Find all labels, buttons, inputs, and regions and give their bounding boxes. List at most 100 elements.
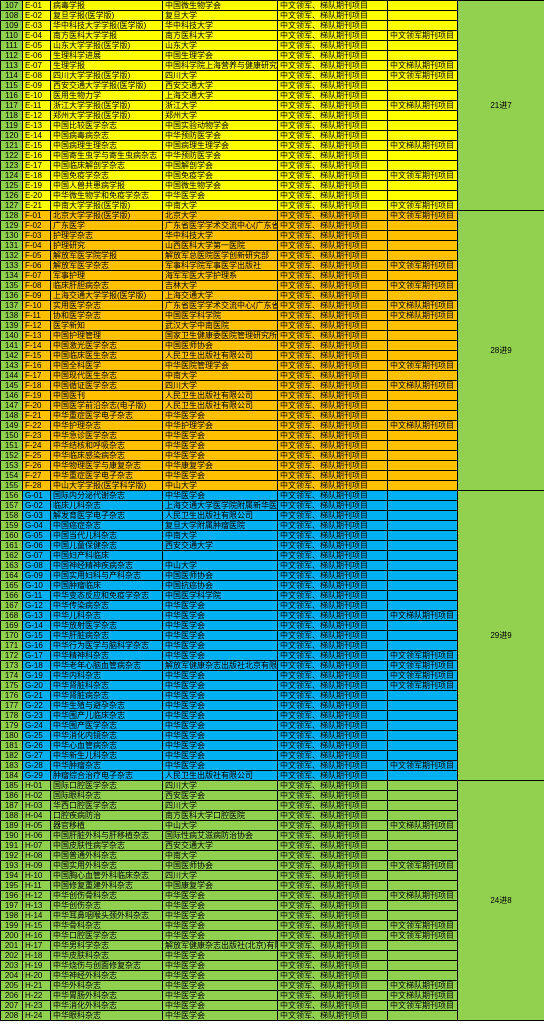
journal-name: 肿瘤综合治疗电子杂志 <box>50 771 162 781</box>
journal-name: 中国医刊 <box>50 391 162 401</box>
journal-name: 中山大学学报(医学科学版) <box>50 481 162 491</box>
journal-name: 中国胸心血管外科临床杂志 <box>50 871 162 881</box>
row-number: 166 <box>0 591 22 601</box>
row-code: F-16 <box>22 361 50 371</box>
note <box>387 271 457 281</box>
project: 中文领军、梯队期刊项目 <box>277 791 387 801</box>
table-row: 137F-10实用医学杂志广东省医学学术交流中心(广东省医学情报研究所)中文领军… <box>0 301 457 311</box>
row-number: 203 <box>0 961 22 971</box>
note <box>387 1011 457 1021</box>
sidebar-summary-block: 28进9 <box>457 211 544 491</box>
row-code: F-27 <box>22 471 50 481</box>
journal-name: 中国比较医学杂志 <box>50 121 162 131</box>
row-code: H-14 <box>22 911 50 921</box>
row-number: 114 <box>0 71 22 81</box>
row-code: G-19 <box>22 671 50 681</box>
project: 中文领军、梯队期刊项目 <box>277 671 387 681</box>
row-code: G-17 <box>22 651 50 661</box>
journal-name: 中华外科杂志 <box>50 981 162 991</box>
note <box>387 471 457 481</box>
journal-name: 中国妇产科临床 <box>50 551 162 561</box>
note <box>387 371 457 381</box>
journal-name: 中华肿瘤杂志 <box>50 761 162 771</box>
note <box>387 521 457 531</box>
note <box>387 391 457 401</box>
row-number: 199 <box>0 921 22 931</box>
project: 中文领军、梯队期刊项目 <box>277 551 387 561</box>
row-number: 188 <box>0 811 22 821</box>
project: 中文领军、梯队期刊项目 <box>277 291 387 301</box>
journal-name: 临床儿科杂志 <box>50 501 162 511</box>
table-row: 158G-03解发育医学电子杂志人民卫生出版社有限公司中文领军、梯队期刊项目 <box>0 511 457 521</box>
project: 中文领军、梯队期刊项目 <box>277 101 387 111</box>
note <box>387 121 457 131</box>
row-number: 173 <box>0 661 22 671</box>
journal-name: 生理学报 <box>50 61 162 71</box>
note: 中文梯队期刊项目 <box>387 101 457 111</box>
note: 中文领军期刊项目 <box>387 651 457 661</box>
note: 中文梯队期刊项目 <box>387 991 457 1001</box>
note <box>387 701 457 711</box>
row-code: F-26 <box>22 461 50 471</box>
project: 中文领军、梯队期刊项目 <box>277 861 387 871</box>
note <box>387 541 457 551</box>
publisher: 中华医学会 <box>162 731 277 741</box>
journal-name: 中国修复重建外科杂志 <box>50 881 162 891</box>
note <box>387 451 457 461</box>
row-number: 138 <box>0 311 22 321</box>
project: 中文领军、梯队期刊项目 <box>277 51 387 61</box>
project: 中文领军、梯队期刊项目 <box>277 241 387 251</box>
note: 中文梯队期刊项目 <box>387 821 457 831</box>
table-row: 163G-08中国神经精神疾病杂志中山大学中文领军、梯队期刊项目 <box>0 561 457 571</box>
publisher: 中华医学会 <box>162 701 277 711</box>
table-row: 167G-12中华传染病杂志中华医学会中文领军、梯队期刊项目 <box>0 601 457 611</box>
note: 中文领军期刊项目 <box>387 171 457 181</box>
publisher: 中华医学会 <box>162 601 277 611</box>
row-code: F-15 <box>22 351 50 361</box>
journal-name: 解放军医学杂志 <box>50 261 162 271</box>
row-number: 200 <box>0 931 22 941</box>
row-code: G-28 <box>22 761 50 771</box>
row-code: G-18 <box>22 661 50 671</box>
row-number: 207 <box>0 1001 22 1011</box>
table-row: 109E-03华中科技大学学报(医学版)华中科技大学中文领军、梯队期刊项目 <box>0 21 457 31</box>
note <box>387 401 457 411</box>
row-code: E-13 <box>22 121 50 131</box>
row-code: E-07 <box>22 61 50 71</box>
table-row: 183G-28中华肿瘤杂志中华医学会中文领军、梯队期刊项目中文领军期刊项目 <box>0 761 457 771</box>
row-number: 184 <box>0 771 22 781</box>
publisher: 中华医院管理学会 <box>162 361 277 371</box>
row-number: 109 <box>0 21 22 31</box>
publisher: 四川大学 <box>162 871 277 881</box>
journal-name: 中华急诊医学杂志 <box>50 431 162 441</box>
row-number: 176 <box>0 691 22 701</box>
journal-name: 生理科学进展 <box>50 51 162 61</box>
row-code: F-21 <box>22 411 50 421</box>
journal-name: 四川大学学报(医学版) <box>50 71 162 81</box>
project: 中文领军、梯队期刊项目 <box>277 401 387 411</box>
project: 中文领军、梯队期刊项目 <box>277 61 387 71</box>
journal-name: 中华临床感染病杂志 <box>50 451 162 461</box>
project: 中文领军、梯队期刊项目 <box>277 511 387 521</box>
row-code: E-16 <box>22 151 50 161</box>
note: 中文领军期刊项目 <box>387 281 457 291</box>
journal-name: 中国临床解剖学杂志 <box>50 161 162 171</box>
journal-name: 中华重症医学电子杂志 <box>50 411 162 421</box>
publisher: 中南大学 <box>162 201 277 211</box>
journal-name: 复旦学报(医学版) <box>50 11 162 21</box>
project: 中文领军、梯队期刊项目 <box>277 691 387 701</box>
project: 中文领军、梯队期刊项目 <box>277 421 387 431</box>
project: 中文领军、梯队期刊项目 <box>277 961 387 971</box>
row-number: 196 <box>0 891 22 901</box>
journal-name: 中华皮肤科杂志 <box>50 951 162 961</box>
project: 中文领军、梯队期刊项目 <box>277 971 387 981</box>
row-number: 119 <box>0 121 22 131</box>
table-row: 108E-02复旦学报(医学版)复旦大学中文领军、梯队期刊项目 <box>0 11 457 21</box>
journal-name: 国际内分泌代谢杂志 <box>50 491 162 501</box>
row-number: 198 <box>0 911 22 921</box>
row-number: 157 <box>0 501 22 511</box>
project: 中文领军、梯队期刊项目 <box>277 181 387 191</box>
row-number: 194 <box>0 871 22 881</box>
publisher: 中华医学会 <box>162 641 277 651</box>
table-row: 165G-10中国肿瘤临床中国抗癌协会中文领军、梯队期刊项目 <box>0 581 457 591</box>
